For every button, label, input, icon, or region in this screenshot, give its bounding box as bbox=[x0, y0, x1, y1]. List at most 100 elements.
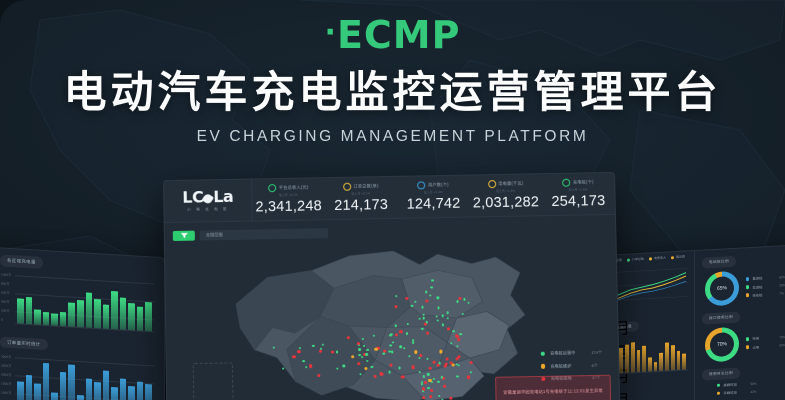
donut-legend-row: 高峰时段 58% bbox=[717, 379, 785, 388]
legend-percent: 65% bbox=[779, 274, 785, 280]
map-dot bbox=[298, 346, 302, 350]
map-dot bbox=[469, 371, 473, 374]
bar bbox=[34, 383, 41, 400]
map-dot bbox=[403, 347, 406, 350]
donut-1-legend: 直流桩 65% 交流桩 28% 快充桩 7% bbox=[746, 274, 785, 298]
bar bbox=[128, 303, 135, 331]
bar bbox=[653, 361, 658, 371]
map-dot bbox=[425, 299, 429, 303]
bar bbox=[625, 344, 629, 373]
legend-swatch bbox=[746, 345, 750, 350]
map-dot bbox=[436, 363, 440, 367]
legend-percent: 70% bbox=[779, 335, 785, 340]
map-dot bbox=[459, 333, 462, 336]
bar bbox=[94, 298, 101, 329]
alert-text: 安徽巢湖华园充电站1号充电桩于11:12:01发生异常 bbox=[503, 387, 603, 395]
map-dot bbox=[365, 353, 368, 356]
kpi-value: 254,173 bbox=[551, 193, 606, 211]
map-dot bbox=[428, 366, 433, 371]
right-line-chart: 1月 3月 5月 8月 bbox=[605, 262, 689, 400]
map-dot bbox=[439, 349, 443, 354]
map-dot bbox=[457, 338, 461, 342]
line-legend-item: 订单总数 bbox=[627, 257, 644, 262]
map-dot bbox=[391, 341, 395, 344]
map-dot bbox=[358, 348, 361, 351]
donut-1: 65% 直流桩 65% 交流桩 28% 快充桩 7% bbox=[695, 264, 785, 307]
map-dot bbox=[319, 349, 323, 353]
map-dot bbox=[456, 300, 459, 303]
dashboard-toolbar: 全国范围 bbox=[165, 220, 616, 243]
bar bbox=[636, 349, 641, 372]
map-dot bbox=[394, 324, 398, 327]
left-panel-1-chart: 1000万 800万 600万 400万 200万 0 bbox=[1, 271, 154, 333]
donut-1-ring: 65% bbox=[705, 270, 739, 307]
map-dot bbox=[330, 350, 335, 354]
china-map[interactable]: 充电桩运营中 174个 充电桩维护 6个 充电桩故障 37个 安徽巢湖华园充电站1号充电桩… bbox=[165, 235, 619, 400]
map-dot bbox=[395, 333, 399, 337]
legend-swatch bbox=[717, 391, 721, 396]
legend-percent: 7% bbox=[779, 291, 784, 296]
bar bbox=[17, 297, 24, 324]
bar bbox=[119, 297, 127, 330]
bar bbox=[682, 353, 687, 370]
legend-row: 充电桩运营中 174个 bbox=[540, 350, 603, 357]
map-dot bbox=[427, 373, 430, 376]
kpi-label: 用电量(千瓦) bbox=[498, 180, 524, 186]
map-dot bbox=[395, 294, 398, 298]
main-dashboard: LC La 小 哩 充 电 桩 平台总收入(元) 较上月 +8.2% 2,341,24… bbox=[163, 171, 621, 400]
map-dot bbox=[389, 344, 392, 347]
map-dot bbox=[437, 306, 440, 310]
map-dot bbox=[440, 376, 444, 379]
donut-2-title: 接口使用比例 bbox=[702, 311, 740, 325]
legend-row: 充电桩维护 6个 bbox=[540, 362, 603, 369]
legend-count: 6个 bbox=[591, 362, 598, 368]
filter-button[interactable] bbox=[172, 230, 195, 241]
alert-banner[interactable]: 安徽巢湖华园充电站1号充电桩于11:12:01发生异常 bbox=[494, 374, 612, 400]
map-dot bbox=[418, 356, 421, 360]
bar bbox=[42, 363, 50, 400]
donut-2-legend: 空闲 70% 占用 30% bbox=[746, 335, 785, 350]
legend-swatch bbox=[717, 383, 721, 388]
map-dot bbox=[302, 360, 305, 363]
legend-swatch bbox=[649, 256, 653, 261]
map-dot bbox=[317, 374, 321, 378]
map-dot bbox=[389, 363, 393, 367]
bar bbox=[85, 378, 93, 400]
legend-percent: 42% bbox=[750, 389, 757, 394]
map-dot bbox=[411, 365, 415, 369]
brand-mark-right: La bbox=[213, 186, 234, 206]
map-dot bbox=[372, 334, 375, 337]
map-dot bbox=[292, 355, 296, 359]
bar bbox=[136, 307, 144, 331]
map-dot bbox=[422, 313, 426, 316]
revenue-icon bbox=[268, 184, 277, 193]
map-dot bbox=[441, 323, 445, 327]
bar bbox=[42, 312, 50, 326]
bar bbox=[59, 372, 67, 400]
map-dot bbox=[429, 395, 433, 399]
map-dot bbox=[467, 301, 470, 305]
bar bbox=[85, 292, 93, 328]
map-dot bbox=[426, 357, 429, 360]
map-dot bbox=[364, 366, 368, 370]
legend-swatch bbox=[746, 277, 750, 281]
map-dot bbox=[463, 298, 466, 301]
donut-3-legend: 高峰时段 58% 平峰时段 42% bbox=[717, 379, 785, 396]
donut-2: 70% 空闲 70% 占用 30% bbox=[695, 320, 785, 363]
map-dot bbox=[390, 332, 393, 336]
map-dot bbox=[359, 372, 362, 376]
legend-swatch bbox=[746, 293, 750, 298]
map-dot bbox=[418, 370, 422, 374]
legend-swatch bbox=[540, 351, 546, 357]
donut-1-title: 电站桩比例 bbox=[702, 256, 736, 269]
donut-1-center: 65% bbox=[716, 285, 727, 292]
map-dot bbox=[335, 350, 339, 354]
legend-label: 电费收入 bbox=[654, 255, 667, 261]
map-dot bbox=[404, 296, 408, 300]
bar bbox=[630, 341, 635, 373]
map-dot bbox=[399, 329, 403, 333]
map-dot bbox=[418, 317, 422, 321]
map-dot bbox=[346, 336, 350, 340]
map-dot bbox=[445, 356, 449, 361]
